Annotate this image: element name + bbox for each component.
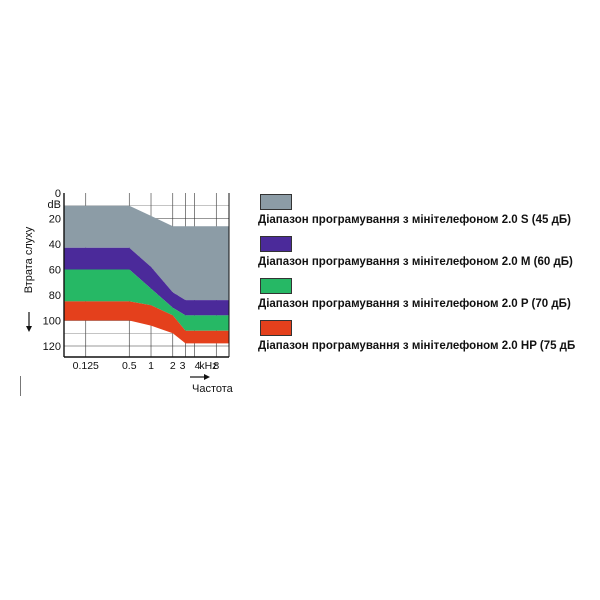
y-tick-label: 60 [49, 265, 61, 277]
x-arrow-head [204, 374, 210, 380]
legend-swatch [260, 320, 292, 336]
x-tick-label: 0.5 [122, 360, 137, 372]
legend-item-p: Діапазон програмування з мінітелефоном 2… [258, 278, 588, 320]
x-tick-label: 4 [195, 360, 201, 372]
y-tick-label: 20 [49, 214, 61, 226]
legend-item-hp: Діапазон програмування з мінітелефоном 2… [258, 320, 588, 362]
legend-label: Діапазон програмування з мінітелефоном 2… [258, 214, 571, 226]
y-tick-label: 120 [43, 341, 61, 353]
legend-swatch [260, 194, 292, 210]
legend-label: Діапазон програмування з мінітелефоном 2… [258, 298, 571, 310]
y-tick-label: 40 [49, 239, 61, 251]
legend-label: Діапазон програмування з мінітелефоном 2… [258, 340, 576, 352]
y-tick-label: 80 [49, 290, 61, 302]
axis-labels: 0 20 40 60 80 100 120 dB Втрата слуху 0.125 0.5 1 2 3… [23, 188, 234, 395]
y-unit-label: dB [48, 199, 61, 211]
y-arrow-head [26, 326, 32, 332]
y-axis-title: Втрата слуху [23, 226, 35, 293]
x-axis-title: Частота [192, 383, 234, 395]
x-tick-label: 0.125 [73, 360, 99, 372]
legend: Діапазон програмування з мінітелефоном 2… [258, 194, 588, 362]
x-tick-label: 2 [170, 360, 176, 372]
x-tick-label: 3 [180, 360, 186, 372]
band-3 [64, 301, 229, 344]
band-0 [64, 205, 229, 301]
band-2 [64, 269, 229, 331]
legend-label: Діапазон програмування з мінітелефоном 2… [258, 256, 573, 268]
y-tick-label: 100 [43, 316, 61, 328]
y-tick-label: 0 [55, 188, 61, 200]
x-unit-label: kHz [199, 360, 217, 372]
x-tick-label: 8 [213, 360, 219, 372]
bands [64, 205, 229, 344]
legend-item-s: Діапазон програмування з мінітелефоном 2… [258, 194, 588, 236]
legend-swatch [260, 236, 292, 252]
x-tick-label: 1 [148, 360, 154, 372]
band-1 [64, 247, 229, 316]
side-mark [20, 376, 21, 396]
axes [63, 193, 230, 358]
legend-item-m: Діапазон програмування з мінітелефоном 2… [258, 236, 588, 278]
legend-swatch [260, 278, 292, 294]
